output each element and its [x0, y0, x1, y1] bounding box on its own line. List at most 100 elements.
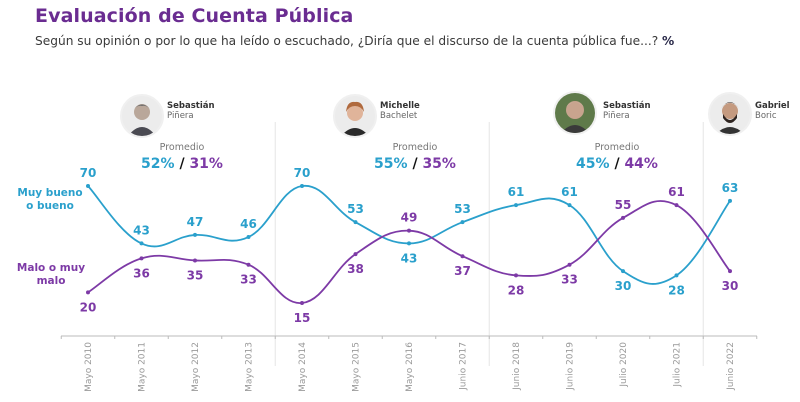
data-point — [460, 254, 465, 259]
x-tick-label: Julio 2020 — [619, 342, 629, 388]
data-point — [300, 301, 304, 305]
legend-good: Muy bueno o bueno — [14, 187, 86, 213]
data-point — [728, 269, 732, 274]
data-label-good: 61 — [561, 185, 578, 199]
data-point — [514, 273, 518, 278]
data-label-bad: 38 — [347, 262, 364, 276]
x-tick-label: Mayo 2010 — [84, 342, 94, 392]
president-first-name: Sebastián — [167, 101, 215, 111]
average-block: Promedio 45% / 44% — [562, 142, 672, 172]
data-point — [460, 220, 465, 225]
legend-good-line-2: o bueno — [26, 200, 74, 212]
average-label: Promedio — [159, 142, 205, 153]
average-bad: 35% — [422, 156, 456, 172]
data-label-bad: 49 — [401, 211, 418, 225]
x-tick-label: Junio 2017 — [459, 342, 469, 391]
average-bad: 31% — [189, 156, 223, 172]
data-label-bad: 61 — [668, 185, 685, 199]
legend-bad: Malo o muy malo — [12, 262, 90, 288]
x-tick-label: Mayo 2014 — [298, 342, 308, 392]
data-point — [86, 290, 90, 295]
data-point — [674, 203, 679, 208]
president-last-name: Piñera — [603, 111, 630, 121]
data-point — [674, 273, 679, 278]
data-point — [86, 184, 90, 188]
legend-good-line-1: Muy bueno — [17, 187, 83, 199]
average-block: Promedio 52% / 31% — [127, 142, 237, 172]
president-last-name: Boric — [755, 111, 777, 121]
data-point — [407, 241, 411, 246]
portrait-icon — [333, 94, 377, 138]
president-name: Michelle Bachelet — [380, 101, 420, 121]
president-name: Sebastián Piñera — [167, 101, 215, 121]
data-label-bad: 35 — [187, 268, 204, 282]
president-first-name: Gabriel — [755, 101, 790, 111]
x-tick-label: Junio 2019 — [566, 342, 576, 391]
data-label-bad: 28 — [508, 283, 525, 297]
data-point — [353, 252, 358, 257]
data-point — [514, 203, 518, 208]
data-point — [407, 228, 411, 233]
data-point — [193, 232, 197, 237]
data-point — [300, 184, 304, 188]
data-label-good: 63 — [722, 181, 739, 195]
president-first-name: Michelle — [380, 101, 420, 111]
data-label-bad: 55 — [615, 198, 632, 212]
data-label-bad: 30 — [722, 279, 739, 293]
data-label-bad: 36 — [133, 266, 150, 280]
average-bad: 44% — [624, 156, 658, 172]
series-line-good — [87, 185, 731, 285]
page-title: Evaluación de Cuenta Pública — [35, 5, 354, 27]
data-label-bad: 33 — [561, 273, 578, 287]
x-tick-label: Mayo 2013 — [245, 342, 255, 392]
data-label-bad: 37 — [454, 264, 471, 278]
data-point — [567, 203, 572, 208]
president-name: Sebastián Piñera — [603, 101, 651, 121]
data-label-good: 70 — [80, 166, 97, 180]
data-label-good: 43 — [133, 223, 150, 237]
average-good: 45% — [576, 156, 610, 172]
data-label-bad: 15 — [294, 311, 311, 325]
data-label-good: 30 — [615, 279, 632, 293]
data-label-good: 53 — [454, 202, 471, 216]
portrait-icon — [708, 92, 752, 136]
data-label-good: 28 — [668, 283, 685, 297]
x-tick-label: Junio 2018 — [512, 342, 522, 391]
data-point — [193, 258, 197, 263]
data-point — [621, 269, 625, 274]
data-label-good: 47 — [187, 215, 204, 229]
average-block: Promedio 55% / 35% — [360, 142, 470, 172]
legend-bad-line-2: malo — [36, 275, 66, 287]
data-point — [728, 198, 732, 203]
data-label-good: 70 — [294, 166, 311, 180]
data-point — [353, 220, 358, 225]
president-name: Gabriel Boric — [755, 101, 790, 121]
unit-label: % — [662, 34, 675, 48]
average-good: 55% — [374, 156, 408, 172]
subtitle-text: Según su opinión o por lo que ha leído o… — [35, 34, 659, 48]
data-point — [567, 262, 572, 267]
x-tick-label: Mayo 2016 — [405, 342, 415, 392]
x-tick-label: Mayo 2012 — [191, 342, 201, 392]
average-label: Promedio — [392, 142, 438, 153]
data-label-good: 46 — [240, 217, 257, 231]
president-last-name: Piñera — [167, 111, 194, 121]
data-point — [139, 241, 144, 246]
president-last-name: Bachelet — [380, 111, 418, 121]
data-label-good: 43 — [401, 251, 418, 265]
data-label-good: 53 — [347, 202, 364, 216]
data-point — [246, 262, 251, 267]
data-label-bad: 33 — [240, 273, 257, 287]
x-tick-label: Junio 2022 — [726, 342, 736, 391]
average-label: Promedio — [594, 142, 640, 153]
data-label-good: 61 — [508, 185, 525, 199]
x-tick-label: Julio 2021 — [673, 342, 683, 388]
portrait-icon — [553, 91, 597, 135]
x-tick-label: Mayo 2015 — [352, 342, 362, 392]
data-label-bad: 20 — [80, 300, 97, 314]
portrait-icon — [120, 94, 164, 138]
page-subtitle: Según su opinión o por lo que ha leído o… — [35, 34, 674, 48]
average-good: 52% — [141, 156, 175, 172]
data-point — [621, 215, 625, 220]
